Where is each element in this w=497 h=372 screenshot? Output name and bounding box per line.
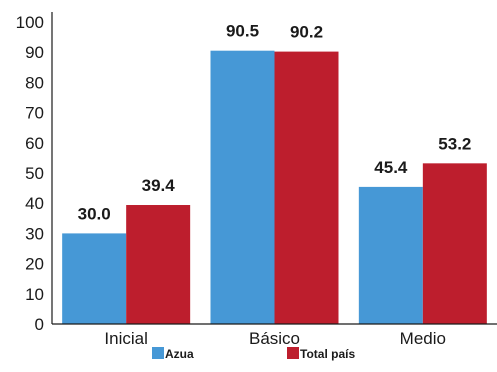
category-labels: Inicial Básico Medio [104, 329, 446, 348]
y-tick-label: 100 [16, 13, 44, 32]
y-axis-ticks: 0 10 20 30 40 50 60 70 80 90 100 [16, 13, 44, 334]
bar-azua-2 [359, 187, 423, 324]
y-tick-label: 80 [25, 73, 44, 92]
data-label: 30.0 [78, 204, 111, 223]
bar-azua-0 [62, 233, 126, 324]
y-tick-label: 90 [25, 43, 44, 62]
x-category-label: Básico [249, 329, 300, 348]
y-tick-label: 50 [25, 164, 44, 183]
y-tick-label: 20 [25, 255, 44, 274]
legend-swatch-azua [152, 347, 164, 359]
data-label: 90.2 [290, 23, 323, 42]
data-label: 39.4 [142, 176, 176, 195]
data-label: 53.2 [438, 134, 471, 153]
legend-label-total-pais: Total país [300, 347, 355, 361]
x-category-label: Medio [400, 329, 446, 348]
y-tick-label: 60 [25, 134, 44, 153]
bar-total-pais-0 [126, 205, 190, 324]
bars [62, 51, 487, 324]
y-tick-label: 70 [25, 104, 44, 123]
legend: Azua Total país [152, 347, 355, 361]
bar-azua-1 [211, 51, 275, 324]
bar-total-pais-1 [275, 52, 339, 324]
legend-swatch-total-pais [287, 347, 299, 359]
bar-total-pais-2 [423, 163, 487, 324]
y-tick-label: 30 [25, 224, 44, 243]
y-tick-label: 0 [35, 315, 44, 334]
y-tick-label: 10 [25, 285, 44, 304]
x-category-label: Inicial [104, 329, 147, 348]
data-label: 45.4 [374, 158, 408, 177]
legend-label-azua: Azua [165, 347, 194, 361]
data-label: 90.5 [226, 22, 259, 41]
y-tick-label: 40 [25, 194, 44, 213]
